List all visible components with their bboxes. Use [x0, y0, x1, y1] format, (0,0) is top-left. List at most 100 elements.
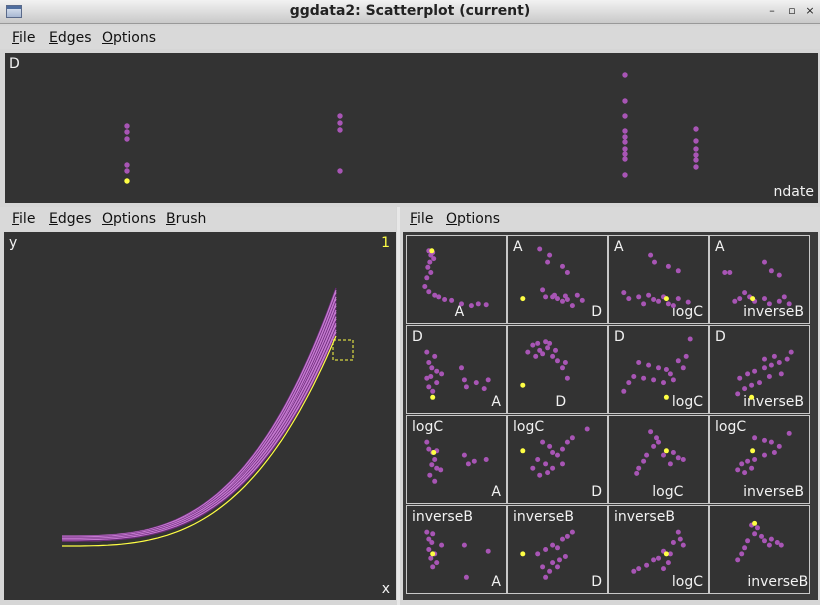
matrix-cell[interactable]: inverseB	[709, 505, 810, 594]
scatterplot-d-vs-ndate[interactable]: D ndate	[5, 53, 818, 203]
curve-line	[62, 322, 337, 540]
menu-options[interactable]: Options	[102, 211, 157, 227]
data-point	[535, 340, 541, 346]
data-point	[569, 303, 575, 309]
maximize-icon[interactable]: ▫	[788, 4, 796, 17]
curve-bundle	[62, 287, 337, 547]
data-point	[564, 533, 570, 539]
data-point	[434, 465, 440, 471]
cell-x-label: A	[454, 304, 465, 320]
data-point	[431, 256, 437, 262]
matrix-cell[interactable]: logC inverseB	[709, 415, 810, 504]
data-point	[634, 470, 640, 476]
menu-file[interactable]: File	[12, 30, 36, 46]
data-point	[762, 356, 767, 362]
data-point	[337, 127, 343, 133]
data-point	[560, 365, 565, 371]
matrix-cell[interactable]: inverseB logC	[608, 505, 709, 594]
highlighted-point	[663, 551, 669, 557]
data-point	[552, 292, 557, 298]
highlighted-point	[520, 296, 526, 302]
cell-points-layer	[631, 529, 686, 574]
curve-line	[62, 318, 337, 539]
data-point	[459, 301, 464, 307]
matrix-cell[interactable]: inverseB D	[507, 505, 608, 594]
data-point	[337, 168, 343, 174]
data-point	[540, 287, 546, 293]
data-point	[434, 368, 440, 374]
app-window-icon[interactable]	[6, 5, 22, 18]
matrix-cell[interactable]: logC A	[406, 415, 507, 504]
data-point	[545, 259, 551, 265]
data-point	[459, 365, 464, 371]
close-icon[interactable]: ×	[805, 4, 815, 17]
highlighted-point	[750, 296, 756, 302]
data-point	[481, 386, 487, 392]
matrix-cell[interactable]: logC	[608, 415, 709, 504]
data-point	[768, 268, 774, 274]
cell-x-label: logC	[671, 304, 703, 320]
data-point	[471, 458, 477, 464]
matrix-cell[interactable]: logC D	[507, 415, 608, 504]
curve-line	[62, 333, 337, 542]
data-point	[483, 302, 489, 308]
data-point	[778, 371, 784, 377]
matrix-cell[interactable]: A	[406, 235, 507, 324]
data-point	[560, 461, 565, 467]
data-point	[432, 478, 438, 484]
menu-edges[interactable]: Edges	[49, 211, 92, 227]
menu-file[interactable]: File	[410, 211, 434, 227]
data-point	[621, 388, 627, 394]
data-point	[626, 296, 632, 302]
data-point	[426, 547, 432, 552]
data-point	[560, 536, 565, 542]
data-point	[675, 268, 681, 274]
window-titlebar[interactable]: ggdata2: Scatterplot (current) – ▫ ×	[0, 0, 820, 24]
data-point	[762, 296, 767, 302]
cell-x-label: D	[555, 394, 567, 410]
curve-line	[62, 296, 337, 539]
curve-plot[interactable]: y 1 x	[4, 232, 396, 600]
data-point	[788, 349, 794, 355]
data-point	[693, 146, 699, 152]
curve-line	[62, 303, 337, 541]
minimize-icon[interactable]: –	[769, 4, 775, 17]
data-point	[685, 299, 691, 305]
menu-brush[interactable]: Brush	[166, 211, 207, 227]
menu-options[interactable]: Options	[446, 211, 501, 227]
brush-box[interactable]	[332, 339, 354, 361]
data-point	[766, 374, 772, 379]
data-point	[776, 360, 782, 365]
data-point	[461, 542, 467, 548]
data-point	[732, 298, 738, 304]
data-point	[622, 134, 628, 140]
menu-file[interactable]: File	[12, 211, 36, 227]
data-point	[422, 284, 428, 289]
data-point	[427, 259, 433, 265]
data-point	[426, 360, 432, 365]
data-point	[742, 290, 748, 296]
matrix-cell[interactable]: D	[507, 325, 608, 414]
menu-options[interactable]: Options	[102, 30, 157, 46]
data-point	[771, 353, 777, 359]
data-point	[636, 294, 642, 300]
data-point	[432, 457, 438, 462]
cell-x-label: inverseB	[743, 394, 804, 410]
data-point	[766, 301, 772, 307]
pane-separator[interactable]	[397, 207, 400, 605]
matrix-cell[interactable]: inverseB A	[406, 505, 507, 594]
data-point	[430, 388, 436, 394]
data-point	[768, 439, 774, 445]
data-point	[439, 371, 445, 377]
cell-x-label: A	[491, 394, 501, 410]
data-point	[426, 384, 432, 390]
data-point	[426, 446, 432, 452]
menu-edges[interactable]: Edges	[49, 30, 92, 46]
cell-x-label: inverseB	[747, 574, 809, 590]
